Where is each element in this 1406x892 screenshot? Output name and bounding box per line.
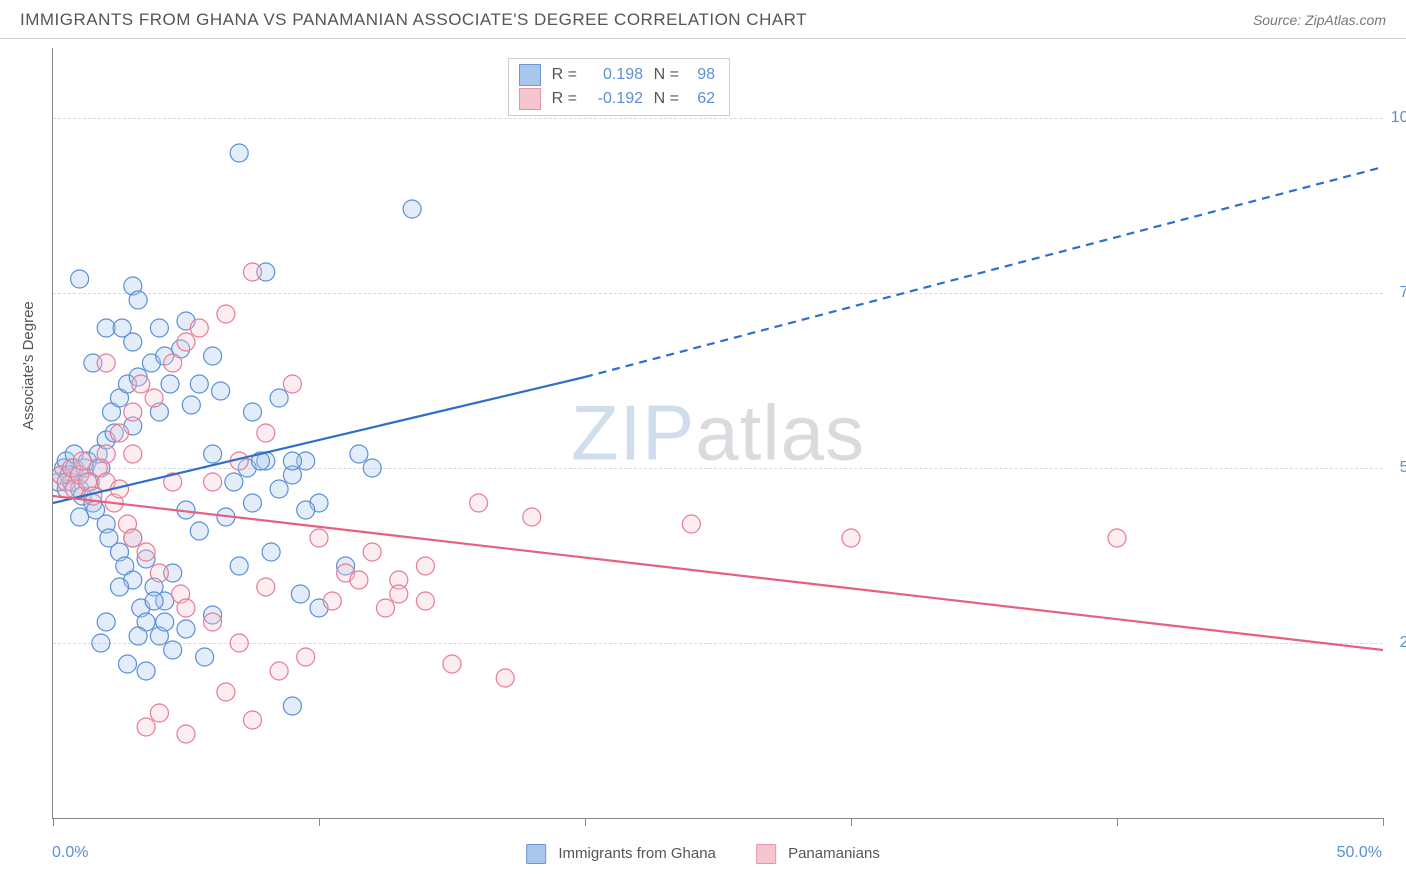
y-tick-label: 100.0%: [1391, 109, 1406, 127]
chart-title: IMMIGRANTS FROM GHANA VS PANAMANIAN ASSO…: [20, 10, 807, 30]
series-legend: Immigrants from Ghana Panamanians: [526, 844, 880, 864]
scatter-svg: [53, 48, 1383, 818]
x-axis-max-label: 50.0%: [1337, 844, 1382, 862]
y-tick-label: 50.0%: [1400, 459, 1406, 477]
legend-swatch-ghana-icon: [526, 844, 546, 864]
y-tick-label: 25.0%: [1400, 634, 1406, 652]
legend-swatch-panama-icon: [756, 844, 776, 864]
chart-header: IMMIGRANTS FROM GHANA VS PANAMANIAN ASSO…: [0, 0, 1406, 39]
chart-plot-area: ZIPatlas R = 0.198 N = 98 R = -0.192 N =…: [52, 48, 1383, 819]
y-tick-label: 75.0%: [1400, 284, 1406, 302]
legend-item-panama: Panamanians: [756, 844, 880, 864]
y-axis-title: Associate's Degree: [20, 301, 37, 430]
legend-item-ghana: Immigrants from Ghana: [526, 844, 716, 864]
chart-source: Source: ZipAtlas.com: [1253, 12, 1386, 28]
x-axis-min-label: 0.0%: [52, 844, 88, 862]
